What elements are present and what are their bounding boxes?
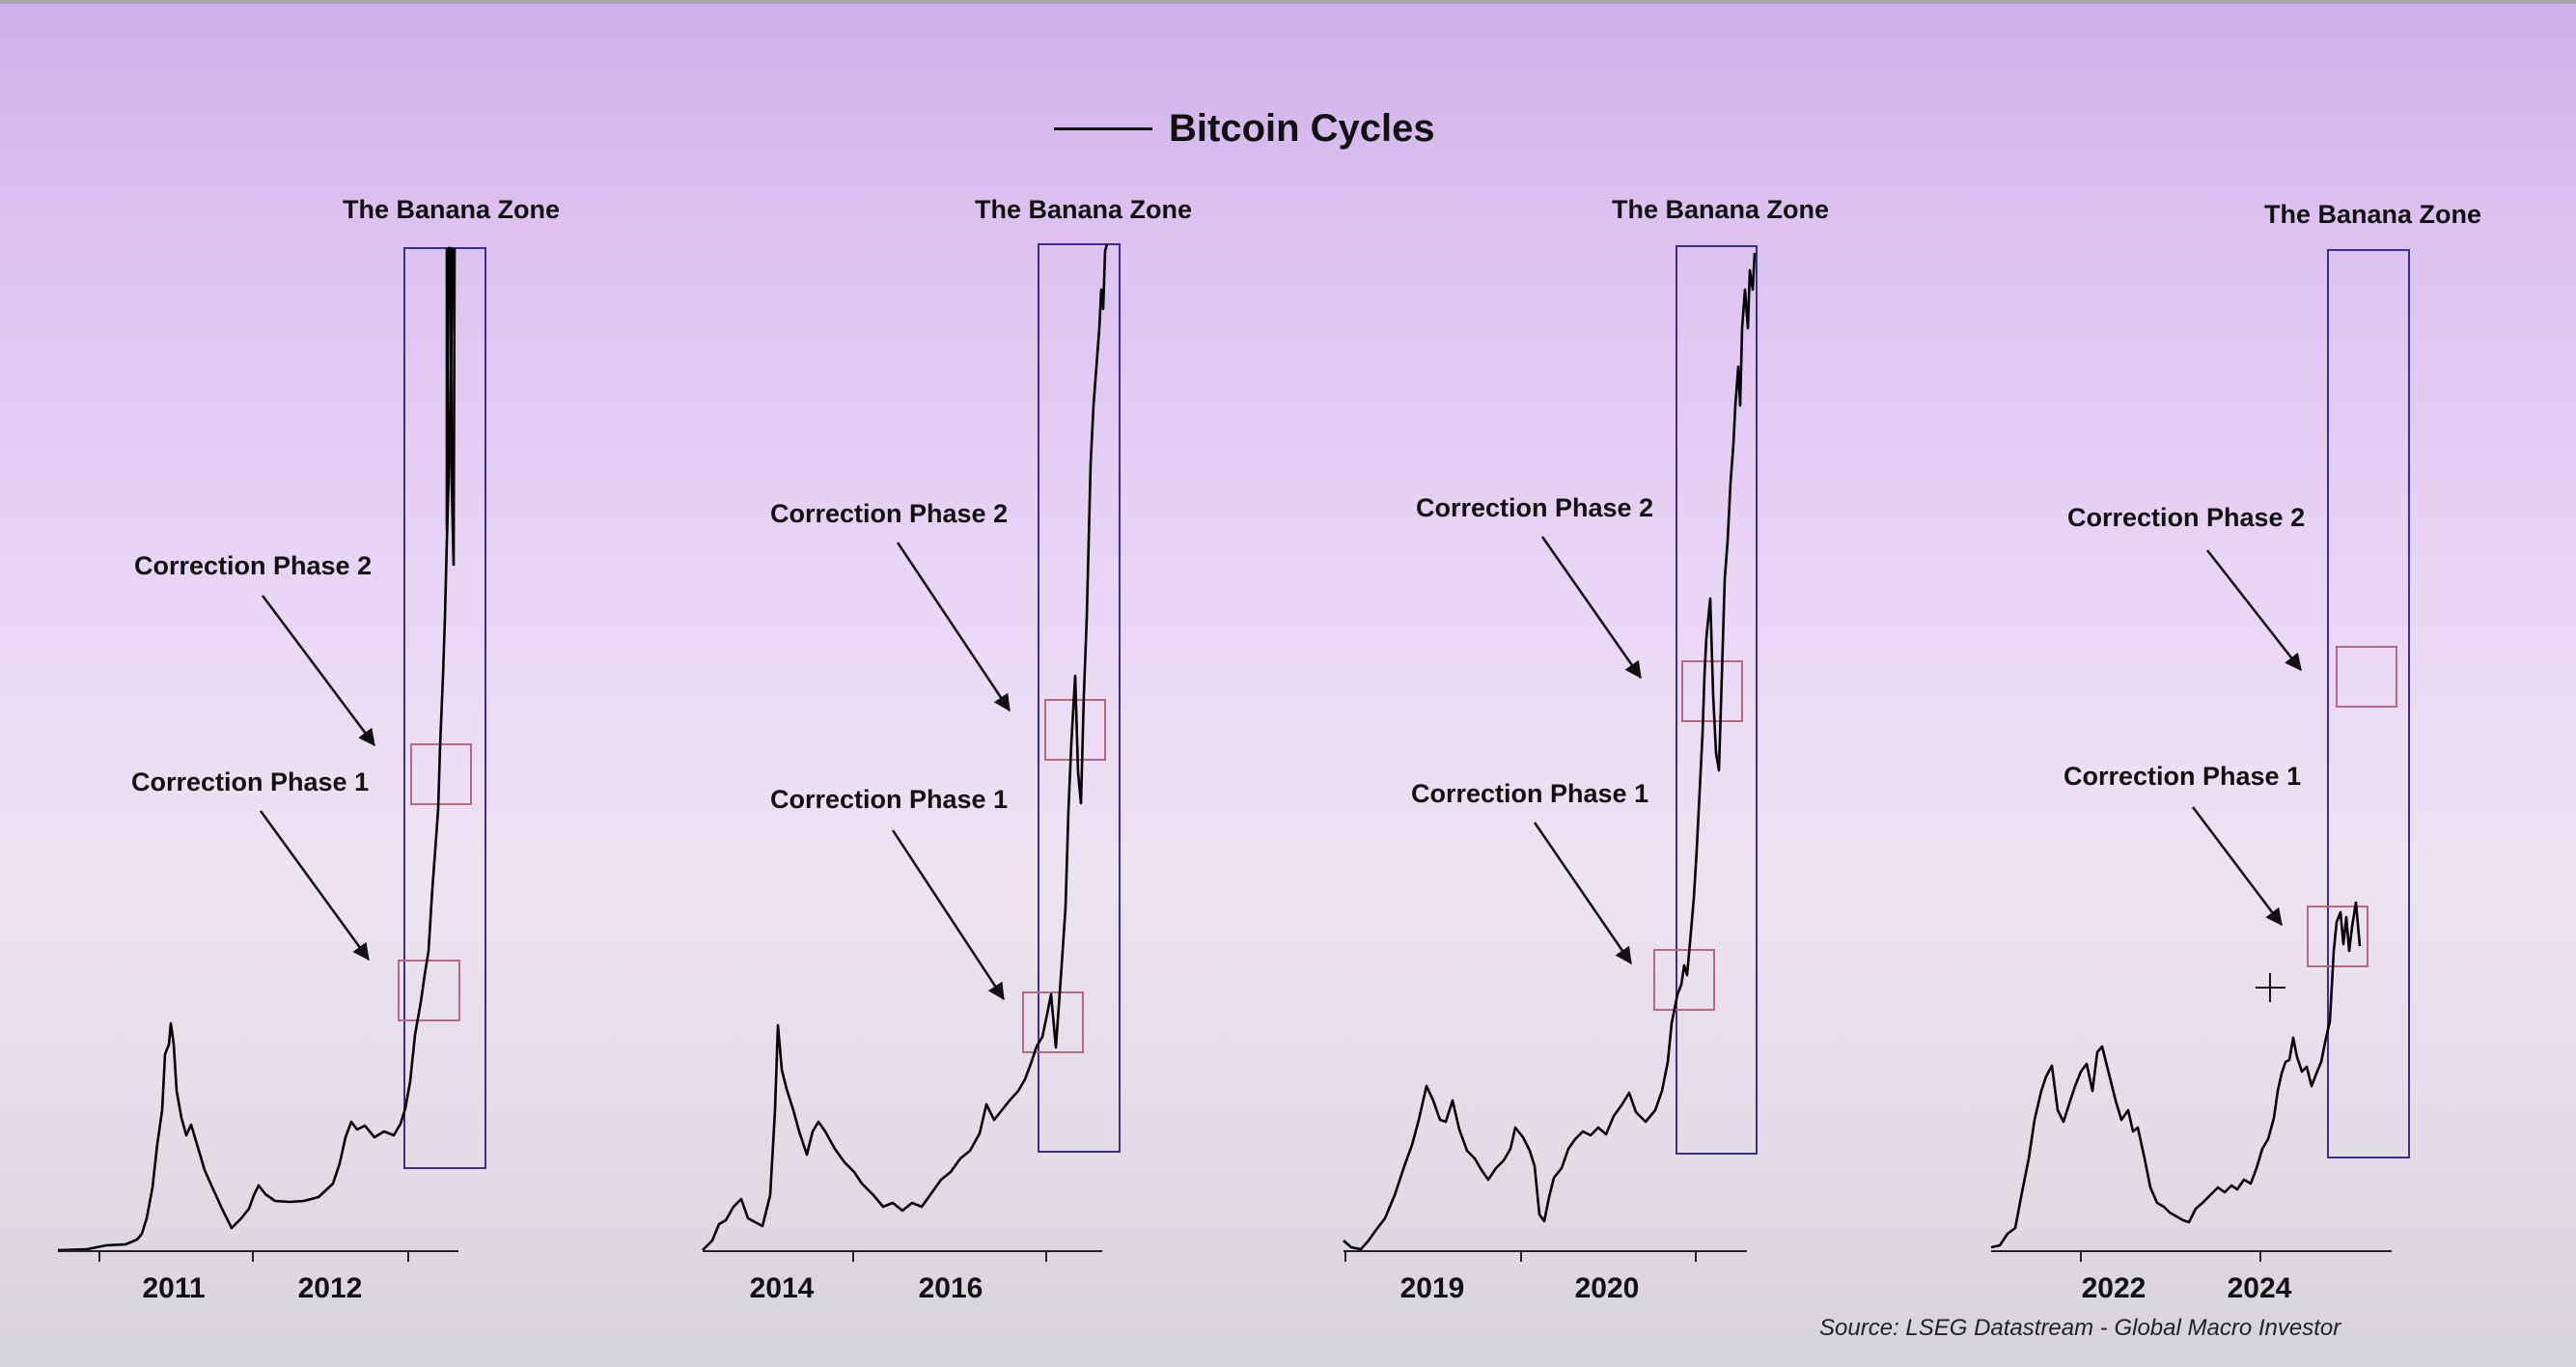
x-tick-label: 2014 [750, 1272, 815, 1304]
banana-zone-box [1038, 243, 1121, 1153]
correction-phase-1-label: Correction Phase 1 [770, 785, 1008, 814]
banana-zone-box [1676, 245, 1758, 1155]
x-tick-label: 2019 [1400, 1272, 1465, 1304]
crosshair-cursor-icon [2256, 973, 2285, 1002]
price-series-line [1990, 901, 2362, 1249]
banana-zone-label: The Banana Zone [975, 195, 1192, 224]
panel-4: 2022 2024 The Banana Zone Correction Pha… [1990, 200, 2481, 1304]
correction-phase-1-box [1653, 949, 1715, 1011]
correction-phase-2-arrow [896, 542, 1011, 712]
correction-phase-1-arrow [2192, 806, 2283, 926]
x-tick-label: 2024 [2228, 1272, 2292, 1304]
x-tick-label: 2012 [298, 1272, 363, 1304]
x-tick-label: 2016 [919, 1272, 983, 1304]
source-note: Source: LSEG Datastream - Global Macro I… [1819, 1315, 2341, 1341]
price-series-line [702, 243, 1109, 1251]
x-tick-label: 2022 [2082, 1272, 2147, 1304]
banana-zone-label: The Banana Zone [2264, 200, 2481, 229]
correction-phase-1-label: Correction Phase 1 [1411, 779, 1648, 808]
banana-zone-label: The Banana Zone [1612, 195, 1829, 224]
correction-phase-2-arrow [1540, 536, 1643, 680]
correction-phase-2-arrow [2206, 549, 2302, 671]
correction-phase-1-box [2307, 906, 2368, 967]
correction-phase-2-label: Correction Phase 2 [1416, 493, 1653, 522]
correction-phase-1-label: Correction Phase 1 [131, 767, 369, 796]
x-tick-label: 2011 [142, 1272, 205, 1304]
correction-phase-2-label: Correction Phase 2 [134, 551, 372, 580]
banana-zone-label: The Banana Zone [343, 195, 560, 224]
panel-1: 2011 2012 The Banana Zone Correction Pha… [57, 195, 560, 1304]
correction-phase-1-arrow [891, 829, 1006, 1001]
correction-phase-2-arrow [261, 595, 376, 747]
x-tick-label: 2020 [1575, 1272, 1640, 1304]
correction-phase-1-box [1022, 991, 1084, 1053]
banana-zone-box [2327, 249, 2410, 1158]
correction-phase-1-box [398, 960, 460, 1021]
banana-zone-box [403, 247, 486, 1169]
top-border [0, 0, 2576, 4]
legend-line-swatch [1054, 126, 1152, 130]
correction-phase-1-label: Correction Phase 1 [2064, 762, 2301, 791]
legend: Bitcoin Cycles [1054, 99, 1435, 157]
correction-phase-2-box [2336, 646, 2397, 708]
correction-phase-1-arrow [259, 810, 371, 962]
legend-label: Bitcoin Cycles [1169, 106, 1435, 150]
correction-phase-2-label: Correction Phase 2 [2067, 503, 2305, 532]
panel-2: 2014 2016 The Banana Zone Correction Pha… [702, 195, 1192, 1304]
panel-3: 2019 2020 The Banana Zone Correction Pha… [1343, 195, 1829, 1304]
price-series-line [1343, 252, 1757, 1251]
price-series-line [57, 247, 455, 1252]
correction-phase-2-label: Correction Phase 2 [770, 499, 1008, 528]
price-series-spike [445, 246, 457, 567]
correction-phase-1-arrow [1533, 822, 1633, 965]
